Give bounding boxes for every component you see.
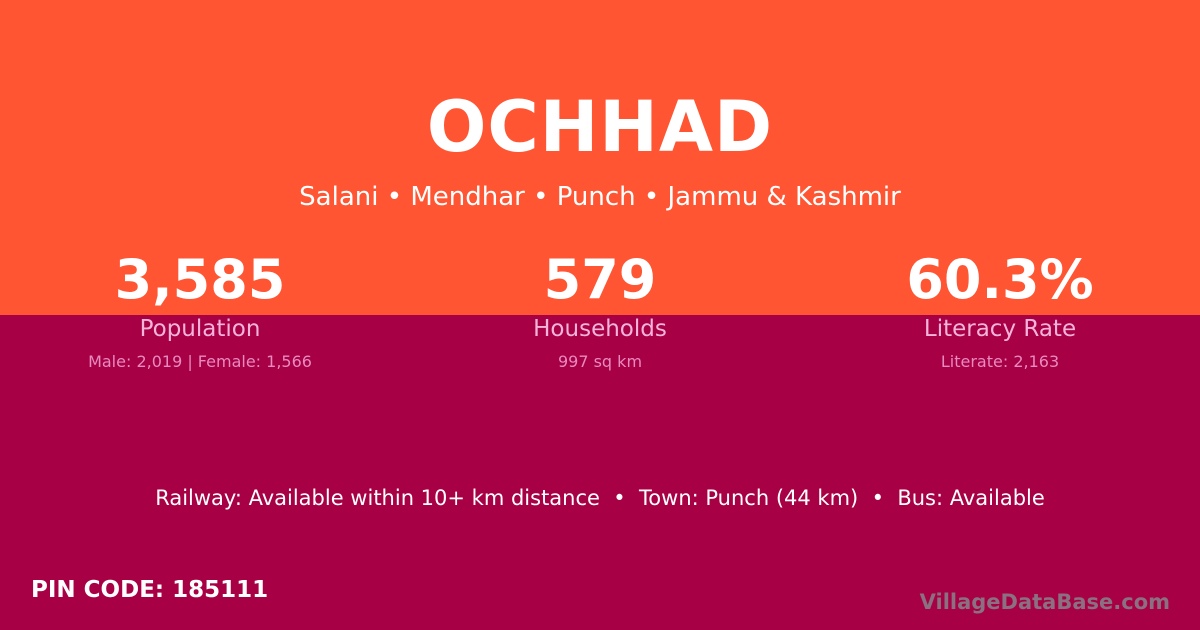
stat-label: Population	[139, 316, 261, 342]
connectivity-info: Railway: Available within 10+ km distanc…	[155, 486, 1045, 510]
stat-population: 3,585 Population Male: 2,019 | Female: 1…	[0, 248, 400, 372]
stat-value: 3,585	[114, 248, 286, 311]
stat-households: 579 Households 997 sq km	[400, 248, 800, 372]
brand-watermark: VillageDataBase.com	[919, 590, 1170, 614]
stat-value: 60.3%	[906, 248, 1094, 311]
stat-sub: Male: 2,019 | Female: 1,566	[88, 352, 312, 371]
village-name: OCHHAD	[426, 86, 774, 168]
location-breadcrumb: Salani • Mendhar • Punch • Jammu & Kashm…	[299, 182, 901, 212]
header-band	[0, 0, 1200, 315]
stat-value: 579	[543, 248, 657, 311]
stat-literacy: 60.3% Literacy Rate Literate: 2,163	[800, 248, 1200, 372]
stat-sub: 997 sq km	[557, 352, 643, 371]
stat-label: Literacy Rate	[923, 316, 1077, 342]
stat-sub: Literate: 2,163	[940, 352, 1060, 371]
stat-label: Households	[533, 316, 667, 342]
pin-code: PIN CODE: 185111	[31, 577, 269, 603]
